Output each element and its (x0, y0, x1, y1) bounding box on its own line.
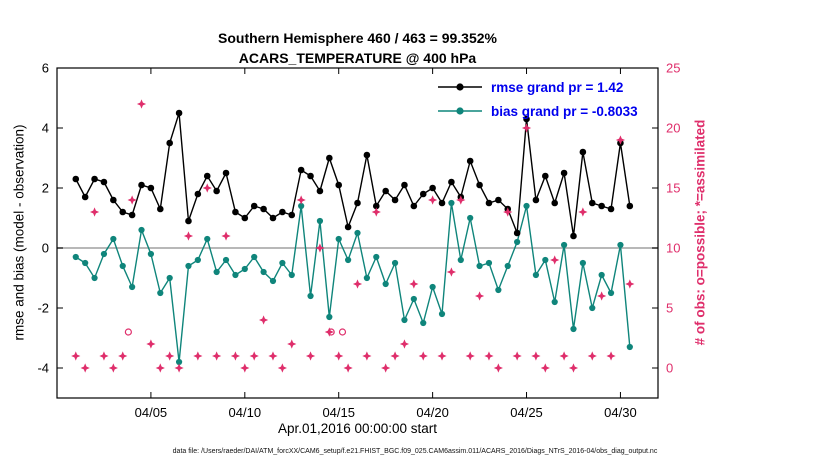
svg-text:04/30: 04/30 (604, 405, 637, 420)
svg-text:04/20: 04/20 (416, 405, 449, 420)
svg-text:15: 15 (666, 181, 680, 196)
svg-text:-4: -4 (37, 361, 49, 376)
legend-item-bias: bias grand pr = -0.8033 (437, 100, 638, 122)
y-right-axis-label: # of obs: o=possible; *=assimilated (692, 119, 708, 346)
svg-text:04/10: 04/10 (229, 405, 262, 420)
x-axis-label: Apr.01,2016 00:00:00 start (277, 421, 438, 436)
svg-text:04/25: 04/25 (510, 405, 543, 420)
axis-ticks: 04/05 04/10 04/15 04/20 04/25 04/30 -4 -2 0 2 4 6 0 5… (37, 61, 680, 421)
svg-text:0: 0 (42, 241, 49, 256)
chart-title: Southern Hemisphere 460 / 463 = 99.352% … (57, 28, 658, 68)
svg-text:0: 0 (666, 361, 673, 376)
svg-text:2: 2 (42, 181, 49, 196)
chart-title-line2: ACARS_TEMPERATURE @ 400 hPa (238, 50, 477, 66)
legend-label-rmse: rmse grand pr = 1.42 (491, 79, 624, 95)
chart-title-line1: Southern Hemisphere 460 / 463 = 99.352% (218, 30, 497, 46)
svg-text:-2: -2 (37, 301, 49, 316)
data-file-path: data file: /Users/raeder/DAI/ATM_forcXX/… (172, 448, 658, 455)
legend: rmse grand pr = 1.42 bias grand pr = -0.… (437, 76, 638, 122)
svg-text:4: 4 (42, 121, 49, 136)
svg-text:04/15: 04/15 (322, 405, 355, 420)
y-left-axis-label: rmse and bias (model - observation) (11, 124, 27, 341)
svg-text:20: 20 (666, 121, 680, 136)
obs-possible-markers (124, 328, 347, 336)
legend-item-rmse: rmse grand pr = 1.42 (437, 76, 638, 98)
plot-frame (56, 67, 659, 399)
svg-text:5: 5 (666, 301, 673, 316)
bias-series (72, 199, 633, 366)
rmse-series (72, 109, 634, 240)
legend-line-bias-icon (438, 107, 482, 115)
svg-text:04/05: 04/05 (135, 405, 168, 420)
svg-text:10: 10 (666, 241, 680, 256)
svg-text:6: 6 (42, 61, 49, 76)
legend-line-rmse-icon (438, 83, 482, 91)
obs-assimilated-markers (71, 99, 635, 373)
legend-label-bias: bias grand pr = -0.8033 (491, 103, 638, 119)
svg-text:25: 25 (666, 61, 680, 76)
